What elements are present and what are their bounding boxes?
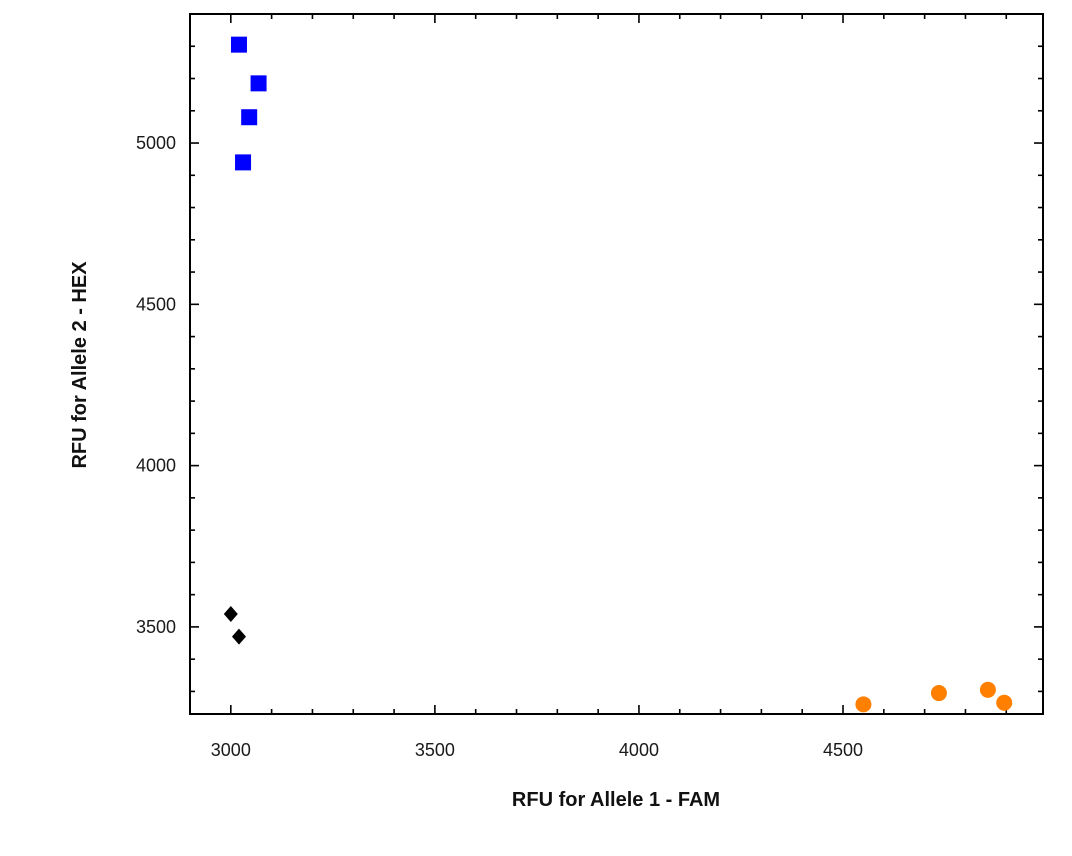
y-axis-title: RFU for Allele 2 - HEX	[69, 261, 91, 469]
plot-area-frame	[189, 13, 1044, 715]
axis-ticks	[189, 13, 1043, 714]
y-tick-label: 4500	[136, 294, 176, 314]
data-point-circle	[979, 681, 996, 698]
x-tick-label: 3500	[415, 740, 455, 760]
x-tick-label: 4500	[823, 740, 863, 760]
data-point-square	[235, 154, 252, 171]
data-point-square	[230, 36, 247, 53]
data-point-square	[250, 75, 267, 92]
data-point-diamond	[231, 628, 246, 645]
data-point-circle	[855, 696, 872, 713]
data-point-square	[241, 109, 258, 126]
axis-tick-labels: 3000 3500 4000 4500 3500 4000 4500 5000	[136, 133, 863, 760]
data-points	[223, 36, 1013, 713]
y-tick-label: 4000	[136, 456, 176, 476]
data-point-circle	[996, 694, 1013, 711]
y-tick-label: 5000	[136, 133, 176, 153]
x-axis-title: RFU for Allele 1 - FAM	[512, 789, 720, 811]
data-point-circle	[930, 685, 947, 702]
x-tick-label: 4000	[619, 740, 659, 760]
y-tick-label: 3500	[136, 617, 176, 637]
data-point-diamond	[223, 606, 238, 622]
x-tick-label: 3000	[211, 740, 251, 760]
